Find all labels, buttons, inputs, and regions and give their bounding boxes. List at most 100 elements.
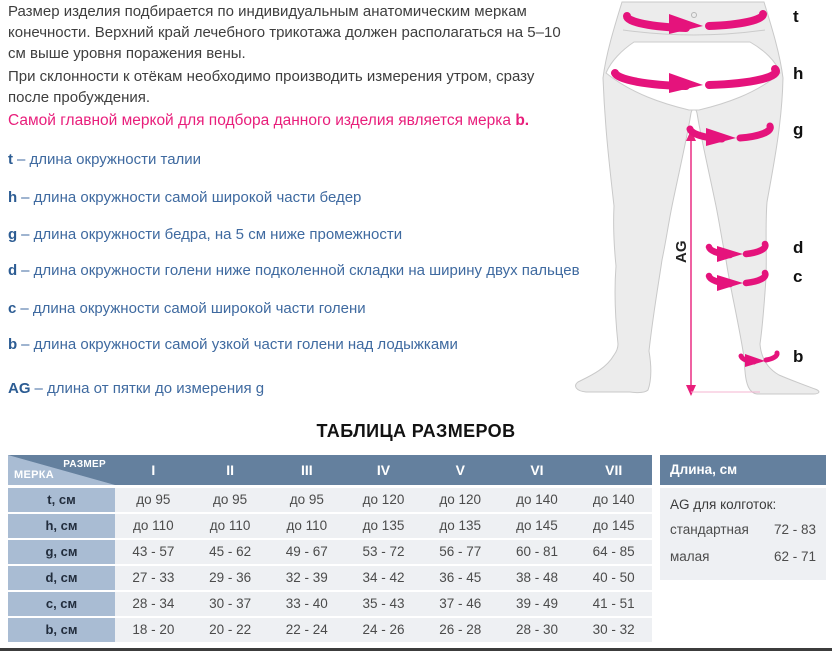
measurement-text: – длина окружности самой узкой части гол…	[21, 336, 458, 353]
measurement-item-g: g – длина окружности бедра, на 5 см ниже …	[8, 226, 402, 243]
column-header-5: V	[421, 455, 499, 485]
table-cell: 45 - 62	[191, 540, 269, 564]
measurement-text: – длина окружности голени ниже подколенн…	[21, 262, 580, 279]
measurement-key: h	[8, 189, 18, 206]
table-cell: 39 - 49	[498, 592, 576, 616]
corner-label-merka: МЕРКА	[14, 469, 54, 481]
highlight-text: Самой главной меркой для подбора данного…	[8, 112, 512, 129]
length-row-small: малая 62 - 71	[670, 543, 816, 570]
table-cell: 41 - 51	[575, 592, 653, 616]
measurement-key: AG	[8, 380, 31, 397]
measurement-item-d: d – длина окружности голени ниже подколен…	[8, 262, 580, 279]
table-cell: 49 - 67	[268, 540, 346, 564]
table-cell: до 95	[115, 488, 192, 512]
table-cell: до 110	[115, 514, 192, 538]
table-cell: 56 - 77	[421, 540, 499, 564]
table-cell: 30 - 32	[575, 618, 653, 642]
intro-paragraph-2: При склонности к отёкам необходимо произ…	[8, 68, 535, 106]
figure-label-b: b	[793, 347, 803, 366]
length-row-label: малая	[670, 549, 710, 564]
table-cell: 29 - 36	[191, 566, 269, 590]
table-cell: 18 - 20	[115, 618, 192, 642]
waist-arrow-t	[623, 10, 767, 34]
column-header-3: III	[268, 455, 346, 485]
figure-label-ag: AG	[673, 241, 690, 264]
size-table-header-row: РАЗМЕР МЕРКА I II III IV V VI VII	[8, 455, 653, 485]
table-cell: 24 - 26	[345, 618, 422, 642]
table-cell: до 95	[268, 488, 346, 512]
row-label: t, см	[8, 488, 115, 512]
table-cell: до 145	[498, 514, 576, 538]
measurement-key: g	[8, 226, 18, 243]
measurement-key: b	[8, 336, 18, 353]
measurement-item-t: t – длина окружности талии	[8, 151, 201, 168]
measurement-text: – длина окружности талии	[17, 151, 202, 168]
table-cell: до 135	[421, 514, 499, 538]
table-cell: до 110	[268, 514, 346, 538]
underwear	[605, 41, 781, 111]
corner-label-razmer: РАЗМЕР	[63, 459, 106, 470]
length-row-label: стандартная	[670, 522, 749, 537]
measurement-key: c	[8, 300, 17, 317]
ag-measure-line	[686, 130, 760, 396]
measurement-text: – длина от пятки до измерения g	[34, 380, 265, 397]
waist-contour-line	[622, 29, 766, 36]
table-row-c: c, см 28 - 34 30 - 37 33 - 40 35 - 43 37…	[8, 592, 653, 616]
figure-label-c: c	[793, 267, 802, 286]
column-header-1: I	[115, 455, 192, 485]
figure-label-h: h	[793, 64, 803, 83]
measurement-text: – длина окружности бедра, на 5 см ниже п…	[21, 226, 403, 243]
size-table: РАЗМЕР МЕРКА I II III IV V VI VII t, см …	[8, 455, 653, 642]
column-header-2: II	[191, 455, 269, 485]
table-cell: 35 - 43	[345, 592, 422, 616]
bottom-divider	[0, 648, 832, 651]
row-label: h, см	[8, 514, 115, 538]
table-cell: до 145	[575, 514, 653, 538]
row-label: c, см	[8, 592, 115, 616]
measurement-item-h: h – длина окружности самой широкой части …	[8, 189, 361, 206]
below-knee-arrow-d	[705, 240, 769, 262]
measurement-item-c: c – длина окружности самой широкой части …	[8, 300, 366, 317]
figure-label-g: g	[793, 120, 803, 139]
intro-paragraph-1: Размер изделия подбирается по индивидуал…	[8, 3, 561, 62]
table-cell: 20 - 22	[191, 618, 269, 642]
corner-cell: РАЗМЕР МЕРКА	[8, 455, 115, 485]
navel-icon	[691, 12, 697, 18]
table-row-d: d, см 27 - 33 29 - 36 32 - 39 34 - 42 36…	[8, 566, 653, 590]
length-panel-header: Длина, см	[660, 455, 826, 485]
table-cell: 26 - 28	[421, 618, 499, 642]
row-label: b, см	[8, 618, 115, 642]
table-cell: 22 - 24	[268, 618, 346, 642]
table-cell: 33 - 40	[268, 592, 346, 616]
table-cell: 28 - 34	[115, 592, 192, 616]
ankle-arrow-b	[738, 350, 780, 367]
table-cell: 37 - 46	[421, 592, 499, 616]
table-cell: 38 - 48	[498, 566, 576, 590]
column-header-4: IV	[345, 455, 422, 485]
size-table-title: ТАБЛИЦА РАЗМЕРОВ	[316, 421, 516, 441]
row-label: d, см	[8, 566, 115, 590]
measurement-key: t	[8, 151, 13, 168]
table-cell: до 140	[575, 488, 653, 512]
figure-label-d: d	[793, 238, 803, 257]
measurement-key: d	[8, 262, 18, 279]
row-label: g, см	[8, 540, 115, 564]
table-cell: до 120	[421, 488, 499, 512]
thigh-arrow-g	[686, 122, 774, 146]
column-header-6: VI	[498, 455, 576, 485]
table-cell: 64 - 85	[575, 540, 653, 564]
table-cell: 60 - 81	[498, 540, 576, 564]
length-panel-subtitle: AG для колготок:	[670, 497, 777, 512]
calf-arrow-c	[705, 269, 769, 291]
hips-arrow-h	[611, 65, 780, 93]
table-cell: 30 - 37	[191, 592, 269, 616]
table-cell: до 120	[345, 488, 422, 512]
figure-label-t: t	[793, 7, 799, 26]
table-cell: 43 - 57	[115, 540, 192, 564]
table-cell: до 95	[191, 488, 269, 512]
column-header-7: VII	[575, 455, 653, 485]
table-cell: 27 - 33	[115, 566, 192, 590]
table-cell: 28 - 30	[498, 618, 576, 642]
table-cell: до 110	[191, 514, 269, 538]
